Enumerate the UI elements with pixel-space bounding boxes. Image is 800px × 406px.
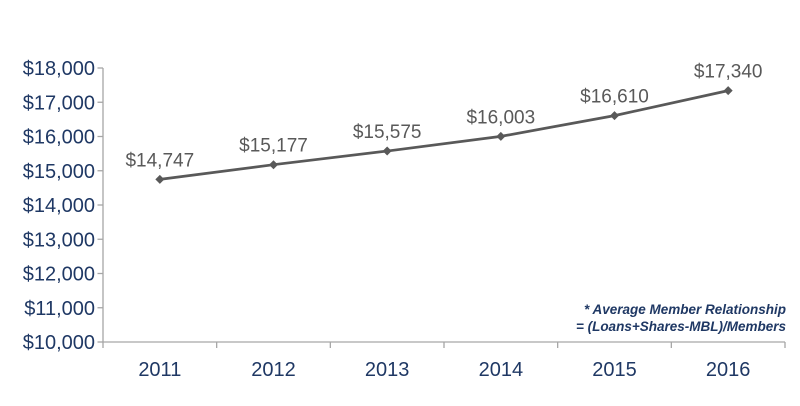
y-axis-tick-label: $11,000 [24,298,95,320]
data-point-marker [610,111,619,121]
x-axis-tick-label: 2013 [365,359,410,381]
x-axis-tick-label: 2014 [479,359,524,381]
y-axis-tick-label: $18,000 [23,58,95,80]
y-axis-tick-label: $10,000 [23,332,95,354]
y-axis-tick-label: $17,000 [23,92,95,114]
data-point-label: $14,747 [125,150,194,171]
data-point-marker [269,160,278,170]
data-point-label: $17,340 [694,62,763,83]
x-axis-tick-label: 2011 [138,359,181,381]
y-axis-tick-label: $12,000 [23,264,95,286]
data-point-marker [723,86,733,96]
y-axis-tick-label: $14,000 [23,195,95,217]
y-axis-tick-label: $13,000 [23,229,95,251]
data-point-marker [496,131,506,141]
data-point-marker [382,146,392,156]
trend-line [158,89,730,181]
data-point-label: $15,575 [353,122,422,143]
data-point-label: $15,177 [239,136,308,157]
annotation-line-2: = (Loans+Shares-MBL)/Members [576,319,787,334]
data-point-marker [155,174,165,184]
y-axis-tick-label: $16,000 [23,127,95,149]
y-axis-tick-label: $15,000 [23,161,95,183]
x-axis-tick-label: 2016 [706,359,751,381]
annotation-line-1: * Average Member Relationship [584,302,786,317]
data-point-label: $16,610 [580,87,649,108]
x-axis-tick-label: 2012 [251,359,296,381]
x-axis-tick-label: 2015 [592,359,637,381]
data-point-label: $16,003 [466,107,535,128]
